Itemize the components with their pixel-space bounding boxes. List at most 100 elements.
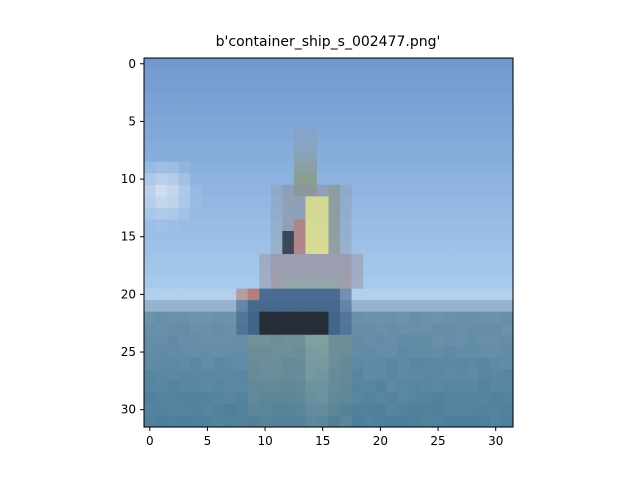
pixel xyxy=(489,69,503,82)
pixel xyxy=(293,392,307,405)
pixel xyxy=(305,380,318,394)
pixel xyxy=(236,184,249,197)
pixel xyxy=(178,380,191,394)
pixel xyxy=(213,334,226,347)
pixel xyxy=(443,323,456,336)
pixel xyxy=(409,219,422,232)
pixel xyxy=(236,254,249,267)
pixel xyxy=(178,173,191,186)
pixel xyxy=(293,58,307,71)
pixel xyxy=(420,369,433,382)
pixel xyxy=(236,369,249,382)
pixel xyxy=(178,288,191,301)
pixel xyxy=(340,380,353,394)
pixel xyxy=(144,380,157,394)
pixel xyxy=(397,242,410,255)
pixel xyxy=(213,219,226,232)
pixel xyxy=(293,311,307,324)
pixel xyxy=(432,173,445,186)
pixel xyxy=(501,196,514,209)
pixel xyxy=(247,184,260,197)
pixel xyxy=(397,392,410,405)
pixel xyxy=(455,346,468,359)
pixel xyxy=(489,334,503,347)
pixel xyxy=(363,403,376,417)
pixel xyxy=(282,104,295,117)
pixel xyxy=(247,104,260,117)
pixel xyxy=(443,403,456,417)
pixel xyxy=(259,288,272,301)
pixel xyxy=(351,81,364,94)
pixel xyxy=(478,300,491,313)
pixel xyxy=(270,92,283,105)
pixel xyxy=(316,334,330,347)
pixel xyxy=(270,369,283,382)
pixel xyxy=(190,311,203,324)
pixel xyxy=(201,150,214,163)
pixel xyxy=(363,115,376,128)
pixel xyxy=(374,207,387,221)
pixel xyxy=(455,369,468,382)
pixel xyxy=(363,380,376,394)
pixel xyxy=(293,380,307,394)
pixel xyxy=(155,81,168,94)
pixel xyxy=(270,104,283,117)
pixel xyxy=(259,69,272,82)
pixel xyxy=(293,230,307,244)
pixel xyxy=(351,207,364,221)
pixel xyxy=(236,69,249,82)
pixel xyxy=(340,403,353,417)
pixel xyxy=(420,161,433,174)
pixel xyxy=(167,369,180,382)
pixel xyxy=(340,288,353,301)
pixel xyxy=(374,127,387,140)
pixel xyxy=(224,69,237,82)
pixel xyxy=(155,161,168,174)
pixel xyxy=(489,277,503,290)
pixel xyxy=(328,196,341,209)
pixel xyxy=(293,265,307,278)
pixel xyxy=(270,173,283,186)
pixel xyxy=(351,369,364,382)
pixel xyxy=(167,242,180,255)
pixel xyxy=(466,346,480,359)
pixel xyxy=(455,415,468,428)
pixel xyxy=(144,138,157,151)
pixel xyxy=(270,219,283,232)
pixel xyxy=(374,357,387,370)
pixel xyxy=(236,242,249,255)
pixel xyxy=(316,161,330,174)
pixel xyxy=(155,346,168,359)
pixel xyxy=(466,196,480,209)
pixel xyxy=(190,81,203,94)
pixel xyxy=(305,81,318,94)
pixel xyxy=(178,357,191,370)
pixel xyxy=(478,207,491,221)
pixel xyxy=(201,323,214,336)
pixel xyxy=(167,138,180,151)
pixel xyxy=(420,415,433,428)
pixel xyxy=(282,161,295,174)
pixel xyxy=(432,150,445,163)
pixel xyxy=(478,127,491,140)
pixel xyxy=(478,161,491,174)
pixel xyxy=(305,92,318,105)
pixel xyxy=(397,230,410,244)
pixel xyxy=(316,323,330,336)
pixel xyxy=(144,219,157,232)
pixel xyxy=(351,161,364,174)
pixel xyxy=(478,346,491,359)
pixel xyxy=(420,265,433,278)
pixel xyxy=(155,403,168,417)
pixel xyxy=(397,254,410,267)
pixel xyxy=(155,184,168,197)
pixel xyxy=(155,311,168,324)
pixel xyxy=(351,357,364,370)
pixel xyxy=(501,277,514,290)
pixel xyxy=(374,254,387,267)
pixel xyxy=(443,184,456,197)
pixel xyxy=(178,104,191,117)
pixel xyxy=(501,242,514,255)
pixel xyxy=(190,380,203,394)
pixel xyxy=(489,138,503,151)
